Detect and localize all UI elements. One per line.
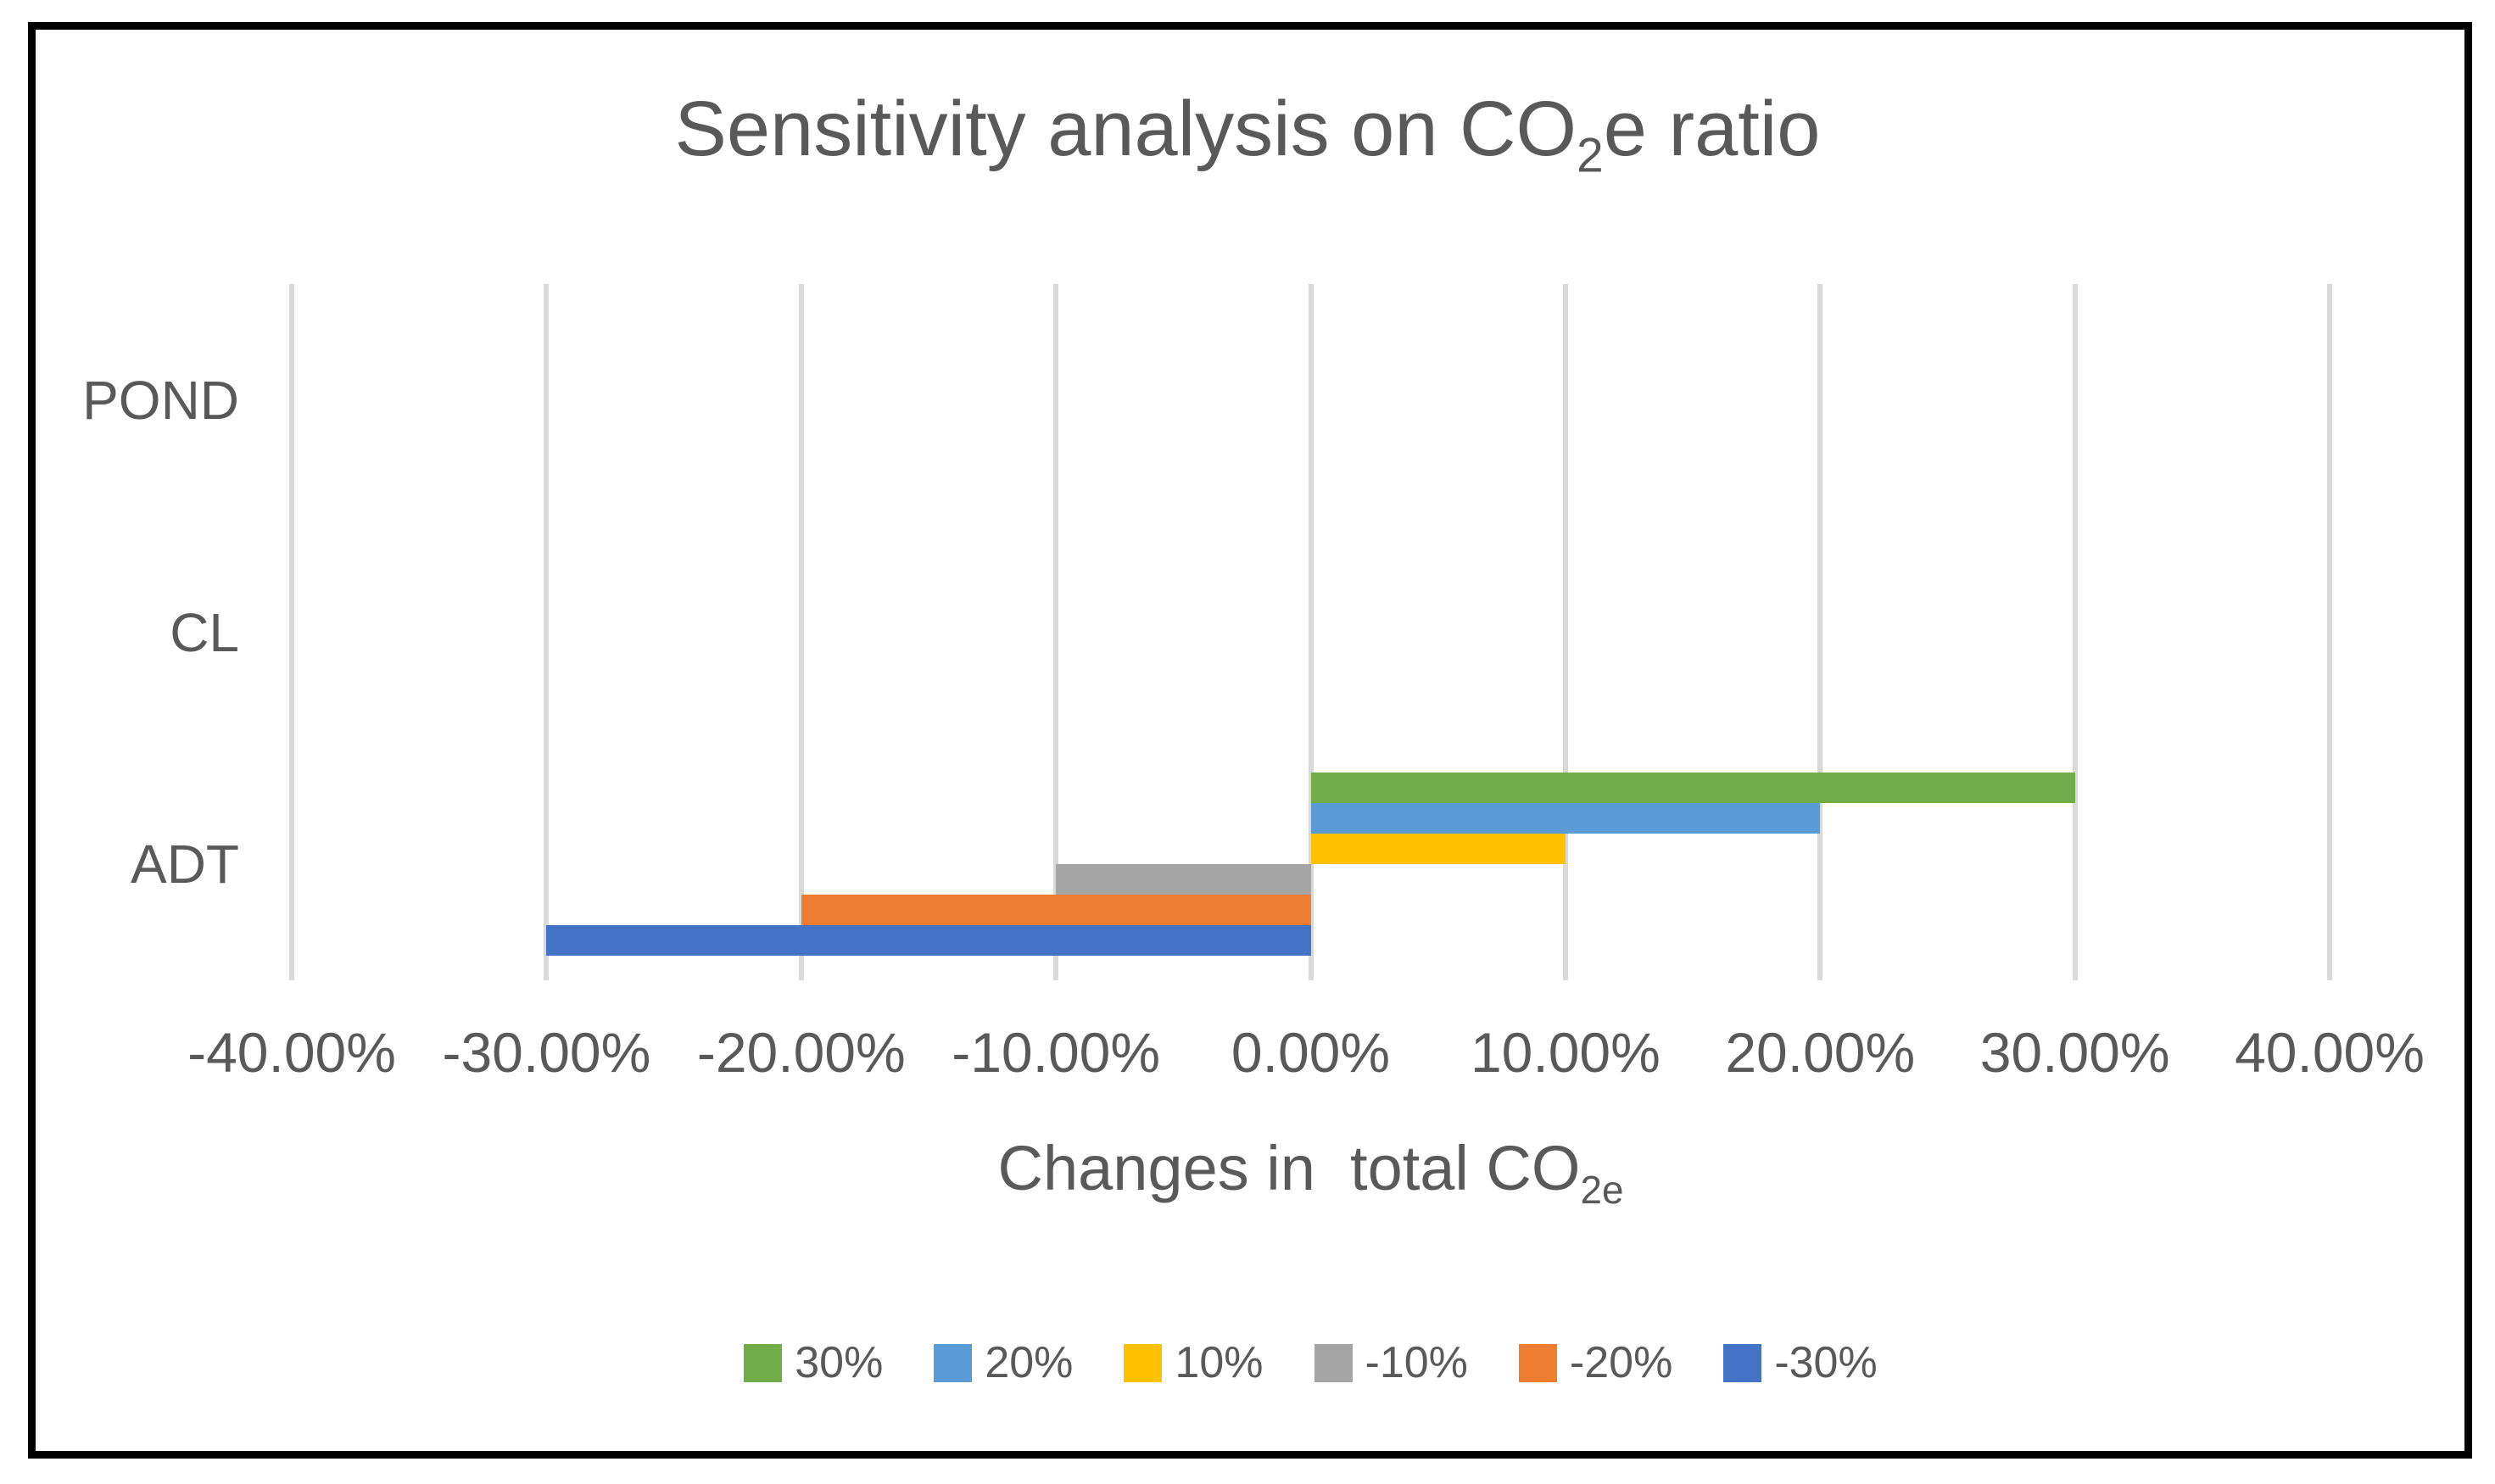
- chart-title: Sensitivity analysis on CO2e ratio: [0, 85, 2495, 180]
- chart-title-subscript: 2: [1577, 128, 1604, 183]
- chart-border-frame: [28, 22, 2472, 1459]
- legend-label: 10%: [1175, 1338, 1264, 1387]
- gridline: [1817, 284, 1823, 980]
- x-axis-title: Changes in total CO2e: [292, 1132, 2330, 1209]
- gridline: [2327, 284, 2332, 980]
- x-tick-label: 10.00%: [1470, 1021, 1661, 1084]
- category-label-adt: ADT: [131, 834, 239, 895]
- gridline: [1308, 284, 1314, 980]
- gridline: [544, 284, 550, 980]
- legend-item-10%: 10%: [1124, 1337, 1264, 1388]
- legend-item-30%: 30%: [744, 1337, 883, 1388]
- legend-marker-icon: [744, 1343, 783, 1382]
- legend-item-20%: 20%: [934, 1337, 1073, 1388]
- legend-item--20%: -20%: [1518, 1337, 1673, 1388]
- gridline: [1053, 284, 1059, 980]
- gridline: [798, 284, 804, 980]
- x-tick-label: -20.00%: [696, 1021, 906, 1084]
- legend-label: 30%: [795, 1338, 884, 1387]
- legend-label: -30%: [1774, 1338, 1878, 1387]
- legend-item--10%: -10%: [1314, 1337, 1468, 1388]
- gridline: [289, 284, 294, 980]
- gridline: [1562, 284, 1568, 980]
- x-axis-title-subscript: 2e: [1580, 1167, 1624, 1212]
- gridline: [2072, 284, 2078, 980]
- category-label-cl: CL: [170, 601, 239, 663]
- plot-area: [289, 284, 2332, 980]
- legend-marker-icon: [1124, 1343, 1163, 1382]
- legend-marker-icon: [1518, 1343, 1557, 1382]
- x-axis-tick-labels: -40.00% -30.00% -20.00% -10.00% 0.00% 10.00% 2…: [187, 1021, 2425, 1092]
- bar-adt-20%: [1310, 803, 1821, 834]
- chart-legend: 30% 20% 10% -10% -20% -30%: [292, 1325, 2330, 1401]
- legend-item--30%: -30%: [1723, 1337, 1878, 1388]
- legend-label: -10%: [1365, 1338, 1468, 1387]
- legend-label: -20%: [1569, 1338, 1673, 1387]
- x-tick-label: -10.00%: [952, 1021, 1161, 1084]
- x-axis-title-text: Changes in total CO: [997, 1133, 1581, 1203]
- bar-adt--30%: [546, 925, 1311, 957]
- legend-label: 20%: [985, 1338, 1074, 1387]
- legend-marker-icon: [1723, 1343, 1762, 1382]
- chart-title-suffix: e ratio: [1603, 86, 1821, 172]
- x-tick-label: 0.00%: [1231, 1021, 1391, 1084]
- x-tick-label: -30.00%: [442, 1021, 651, 1084]
- chart-title-text: Sensitivity analysis on CO: [674, 86, 1577, 172]
- x-tick-label: 20.00%: [1725, 1021, 1916, 1084]
- y-axis-category-labels: POND CL ADT: [51, 284, 239, 980]
- x-tick-label: -40.00%: [187, 1021, 396, 1084]
- legend-marker-icon: [1314, 1343, 1353, 1382]
- category-label-pond: POND: [82, 369, 239, 431]
- bar-adt--20%: [801, 895, 1311, 926]
- legend-marker-icon: [934, 1343, 973, 1382]
- x-tick-label: 40.00%: [2235, 1021, 2425, 1084]
- bar-adt-30%: [1310, 773, 2075, 804]
- x-tick-label: 30.00%: [1979, 1021, 2170, 1084]
- bar-adt--10%: [1056, 864, 1311, 895]
- bar-adt-10%: [1310, 834, 1566, 865]
